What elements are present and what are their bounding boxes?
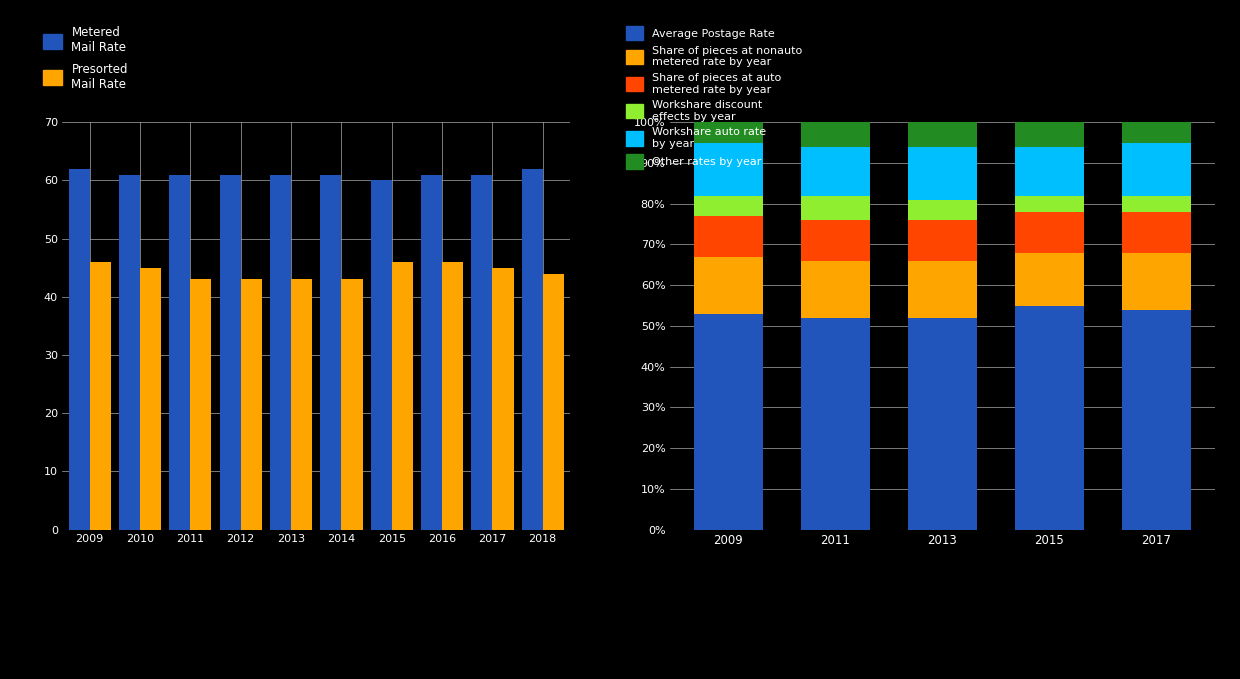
Bar xyxy=(908,261,977,318)
Bar xyxy=(908,122,977,147)
Bar xyxy=(801,220,870,261)
Bar xyxy=(219,175,241,530)
Bar xyxy=(1014,212,1084,253)
Bar xyxy=(908,318,977,530)
Bar xyxy=(89,262,110,530)
Bar xyxy=(801,122,870,147)
Bar xyxy=(441,262,464,530)
Bar xyxy=(908,220,977,261)
Bar xyxy=(1122,143,1192,196)
Bar xyxy=(392,262,413,530)
Bar xyxy=(119,175,140,530)
Bar xyxy=(522,169,543,530)
Bar xyxy=(908,147,977,200)
Bar xyxy=(1122,122,1192,143)
Bar xyxy=(371,181,392,530)
Bar xyxy=(693,216,763,257)
Bar xyxy=(801,147,870,196)
Bar xyxy=(1122,310,1192,530)
Bar xyxy=(241,279,262,530)
Bar xyxy=(270,175,291,530)
Legend: Average Postage Rate, Share of pieces at nonauto
metered rate by year, Share of : Average Postage Rate, Share of pieces at… xyxy=(625,26,802,168)
Bar xyxy=(801,196,870,220)
Bar xyxy=(1122,196,1192,212)
Bar xyxy=(1014,253,1084,306)
Bar xyxy=(341,279,362,530)
Bar xyxy=(291,279,312,530)
Bar xyxy=(1014,122,1084,147)
Bar xyxy=(801,318,870,530)
Bar xyxy=(471,175,492,530)
Bar xyxy=(1122,212,1192,253)
Bar xyxy=(693,122,763,143)
Bar xyxy=(1122,253,1192,310)
Legend: Metered
Mail Rate, Presorted
Mail Rate: Metered Mail Rate, Presorted Mail Rate xyxy=(43,26,128,90)
Bar xyxy=(693,257,763,314)
Bar xyxy=(420,175,441,530)
Bar xyxy=(693,314,763,530)
Bar xyxy=(1014,196,1084,212)
Bar xyxy=(908,200,977,220)
Bar xyxy=(68,169,89,530)
Bar xyxy=(492,268,513,530)
Bar xyxy=(140,268,161,530)
Bar xyxy=(320,175,341,530)
Bar xyxy=(191,279,212,530)
Bar xyxy=(1014,306,1084,530)
Bar xyxy=(169,175,191,530)
Bar xyxy=(1014,147,1084,196)
Bar xyxy=(543,274,564,530)
Bar xyxy=(801,261,870,318)
Bar xyxy=(693,196,763,216)
Bar xyxy=(693,143,763,196)
